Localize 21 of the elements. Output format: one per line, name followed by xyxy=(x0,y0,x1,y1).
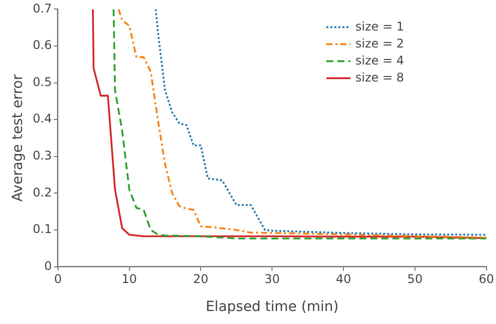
y-tick-label: 0.6 xyxy=(32,38,52,52)
x-tick-label: 20 xyxy=(193,272,208,286)
x-tick-label: 0 xyxy=(54,272,62,286)
y-tick-label: 0.3 xyxy=(32,148,52,163)
legend-label: size = 1 xyxy=(355,19,404,34)
y-tick-label: 0 xyxy=(44,258,52,273)
x-tick-label: 30 xyxy=(264,272,280,286)
x-tick-label: 10 xyxy=(122,272,137,286)
legend-label: size = 8 xyxy=(355,70,404,84)
legend-label: size = 2 xyxy=(355,36,404,50)
x-axis-title: Elapsed time (min) xyxy=(206,299,339,316)
x-tick-label: 50 xyxy=(407,272,423,286)
y-tick-label: 0.7 xyxy=(32,1,52,16)
y-tick-label: 0.2 xyxy=(32,185,52,200)
legend-label: size = 4 xyxy=(355,53,404,68)
x-tick-label: 60 xyxy=(478,272,494,286)
y-tick-label: 0.4 xyxy=(32,112,52,126)
x-tick-label: 40 xyxy=(336,272,352,286)
y-axis-title: Average test error xyxy=(10,74,26,202)
y-tick-label: 0.1 xyxy=(32,222,52,236)
y-tick-label: 0.5 xyxy=(32,74,52,89)
